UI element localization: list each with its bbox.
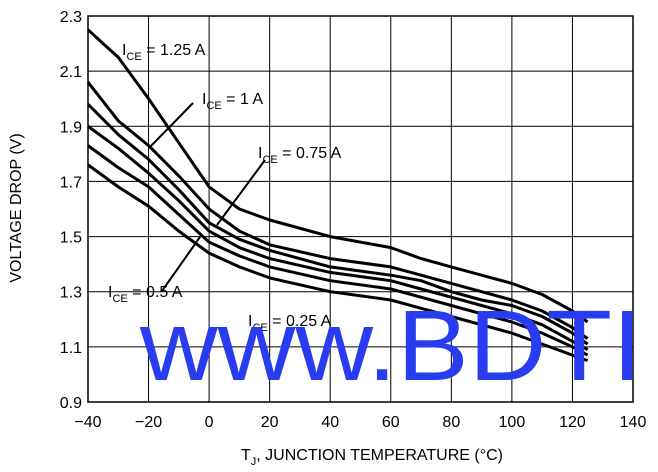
series-line-0 xyxy=(86,28,589,324)
watermark: www.BDTI xyxy=(139,290,642,402)
x-tick-label: 60 xyxy=(382,414,400,431)
y-tick-label: 1.3 xyxy=(60,285,82,302)
series-line-4 xyxy=(87,144,589,357)
x-tick-label: 80 xyxy=(442,414,460,431)
annotation-leader-05a xyxy=(161,236,201,292)
x-tick-label: −20 xyxy=(135,414,162,431)
y-axis-label: VOLTAGE DROP (V) xyxy=(8,133,25,282)
y-tick-labels: 0.9 1.1 1.3 1.5 1.7 1.9 2.1 2.3 xyxy=(60,9,82,412)
series-group xyxy=(86,28,589,363)
annotation-leader-1a xyxy=(149,102,194,148)
series-line-2 xyxy=(86,103,589,346)
x-tick-label: 20 xyxy=(261,414,279,431)
series-line-1 xyxy=(86,81,589,340)
x-tick-label: 120 xyxy=(559,414,586,431)
y-tick-label: 1.7 xyxy=(60,174,82,191)
plot-frame xyxy=(87,15,634,403)
x-tick-label: 0 xyxy=(205,414,214,431)
annotation-ice-0-75a: ICE = 0.75 A xyxy=(258,145,342,166)
x-tick-label: 40 xyxy=(321,414,339,431)
x-tick-label: −40 xyxy=(74,414,101,431)
y-tick-label: 1.5 xyxy=(60,230,82,247)
series-line-5 xyxy=(87,163,589,363)
x-axis-label: TJ, JUNCTION TEMPERATURE (°C) xyxy=(241,447,503,468)
annotation-leader-075a xyxy=(216,159,266,226)
y-tick-label: 2.3 xyxy=(60,9,82,26)
series-line-3 xyxy=(87,125,589,351)
y-tick-label: 2.1 xyxy=(60,64,82,81)
annotation-ice-1-25a: ICE = 1.25 A xyxy=(122,42,206,63)
annotation-ice-1a: ICE = 1 A xyxy=(202,91,263,112)
x-tick-label: 100 xyxy=(499,414,526,431)
y-tick-label: 0.9 xyxy=(60,395,82,412)
annotation-ice-0-25a: ICE = 0.25 A xyxy=(248,313,332,334)
x-tick-label: 140 xyxy=(620,414,647,431)
annotation-ice-0-5a: ICE = 0.5 A xyxy=(108,284,183,305)
x-tick-labels: −40 −20 0 20 40 60 80 100 120 140 xyxy=(74,414,646,431)
y-tick-label: 1.9 xyxy=(60,119,82,136)
y-tick-label: 1.1 xyxy=(60,340,82,357)
